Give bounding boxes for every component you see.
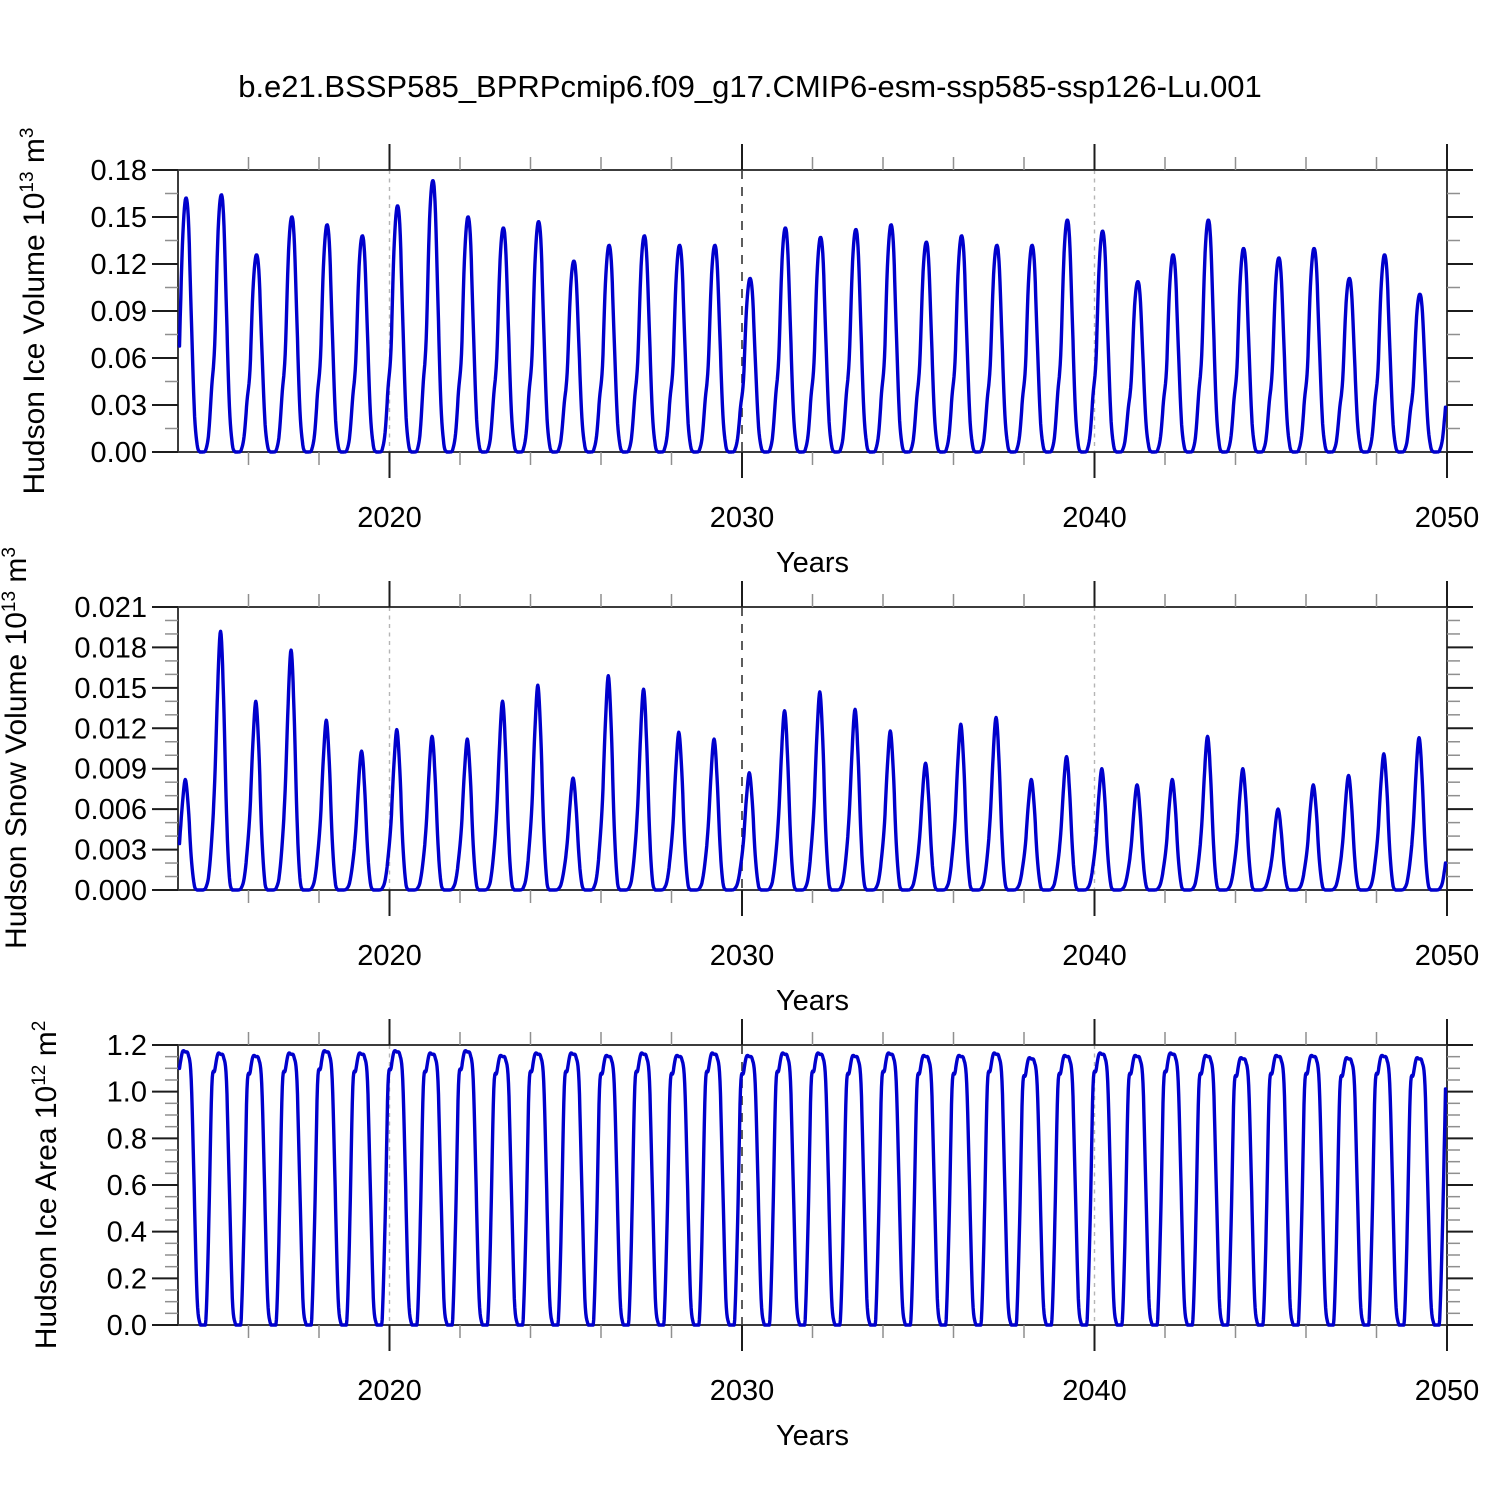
y-tick-label: 0.00 xyxy=(91,437,147,469)
panel-ice-area: 0.0 0.2 0.4 0.6 0.8 1.0 1.2 2020 2030 2040 2050 Yea… xyxy=(107,1019,1480,1452)
hudson-ice-area-curve xyxy=(177,1049,1448,1327)
y-tick-label: 0.018 xyxy=(74,632,147,664)
x-tick-label: 2050 xyxy=(1415,502,1480,534)
y-tick-label: 1.0 xyxy=(107,1077,147,1109)
x-tick-label: 2040 xyxy=(1062,502,1127,534)
y-tick-label: 0.000 xyxy=(74,875,147,907)
panel-ice-volume: 0.00 0.03 0.06 0.09 0.12 0.15 0.18 2020 2030 2040… xyxy=(91,144,1480,579)
y-tick-label: 0.021 xyxy=(74,592,147,624)
y-tick-label: 0.0 xyxy=(107,1310,147,1342)
x-tick-label: 2020 xyxy=(357,502,422,534)
y-tick-label: 0.8 xyxy=(107,1123,147,1155)
x-axis-title: Years xyxy=(776,1420,849,1452)
y-tick-label: 0.03 xyxy=(91,390,147,422)
x-tick-label: 2030 xyxy=(710,940,775,972)
x-tick-label: 2040 xyxy=(1062,1375,1127,1407)
x-tick-label: 2020 xyxy=(357,1375,422,1407)
y-tick-label: 0.4 xyxy=(107,1217,147,1249)
x-tick-label: 2050 xyxy=(1415,940,1480,972)
y-axis-title-ice-area: Hudson Ice Area 1012 m2 xyxy=(29,1021,63,1350)
y-tick-label: 0.009 xyxy=(74,754,147,786)
y-axis-title-ice-volume: Hudson Ice Volume 1013 m3 xyxy=(17,128,51,495)
y-tick-label: 0.003 xyxy=(74,835,147,867)
y-tick-label: 0.09 xyxy=(91,296,147,328)
y-tick-label: 0.18 xyxy=(91,155,147,187)
x-tick-label: 2020 xyxy=(357,940,422,972)
y-tick-label: 0.006 xyxy=(74,794,147,826)
x-tick-label: 2030 xyxy=(710,1375,775,1407)
y-tick-label: 0.015 xyxy=(74,673,147,705)
x-tick-label: 2040 xyxy=(1062,940,1127,972)
y-tick-label: 0.15 xyxy=(91,202,147,234)
figure-title: b.e21.BSSP585_BPRPcmip6.f09_g17.CMIP6-es… xyxy=(238,69,1262,104)
y-tick-label: 0.6 xyxy=(107,1170,147,1202)
y-axis-title-snow-volume: Hudson Snow Volume 1013 m3 xyxy=(0,547,33,949)
x-axis-title: Years xyxy=(776,985,849,1017)
panel-snow-volume: 0.000 0.003 0.006 0.009 0.012 0.015 0.018 0.021… xyxy=(74,581,1479,1017)
hudson-ice-volume-curve xyxy=(177,179,1448,454)
y-tick-label: 0.06 xyxy=(91,343,147,375)
y-tick-label: 0.012 xyxy=(74,713,147,745)
x-tick-label: 2050 xyxy=(1415,1375,1480,1407)
hudson-snow-volume-curve xyxy=(177,629,1448,892)
x-tick-label: 2030 xyxy=(710,502,775,534)
y-tick-label: 0.2 xyxy=(107,1263,147,1295)
y-tick-label: 0.12 xyxy=(91,249,147,281)
x-axis-title: Years xyxy=(776,547,849,579)
y-tick-label: 1.2 xyxy=(107,1030,147,1062)
